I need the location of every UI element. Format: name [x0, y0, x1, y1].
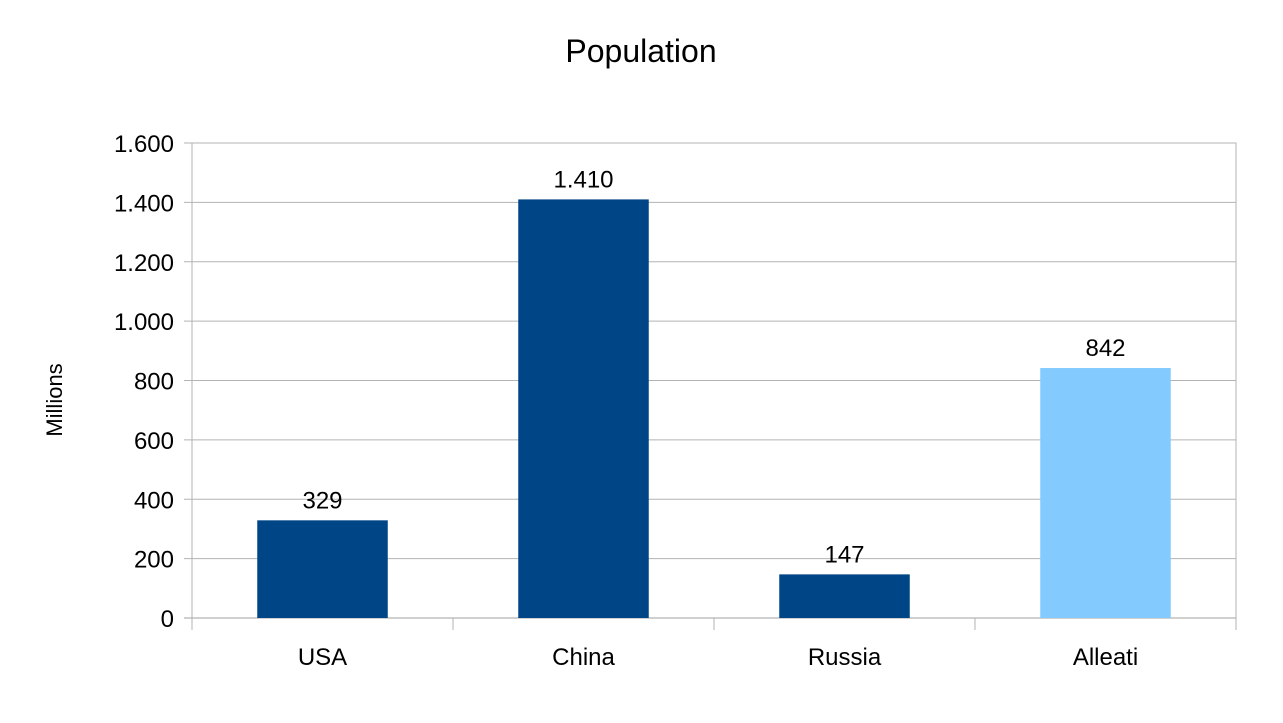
data-label: 842	[1085, 335, 1125, 362]
y-tick-label: 400	[134, 487, 174, 514]
x-category-label: China	[552, 644, 615, 671]
y-tick-label: 1.400	[114, 190, 174, 217]
y-axis-title: Millions	[42, 363, 67, 436]
data-label: 329	[302, 487, 342, 514]
bar-alleati	[1040, 368, 1171, 618]
data-label: 147	[824, 541, 864, 568]
y-tick-label: 1.600	[114, 131, 174, 158]
y-tick-label: 1.200	[114, 250, 174, 277]
bar-china	[518, 199, 649, 618]
y-tick-label: 800	[134, 369, 174, 396]
x-category-label: Alleati	[1073, 644, 1138, 671]
bars	[257, 199, 1171, 618]
data-label: 1.410	[553, 166, 613, 193]
y-tick-label: 0	[161, 606, 174, 633]
y-tick-label: 600	[134, 428, 174, 455]
x-category-label: USA	[298, 644, 347, 671]
x-category-label: Russia	[808, 644, 882, 671]
labels: 0 200 400 600 800 1.000 1.200 1.400 1.600 329 USA 1…	[114, 131, 1138, 671]
bar-usa	[257, 520, 388, 618]
y-tick-label: 1.000	[114, 309, 174, 336]
y-tick-label: 200	[134, 547, 174, 574]
bar-russia	[779, 574, 910, 618]
chart-title: Population	[565, 33, 716, 69]
